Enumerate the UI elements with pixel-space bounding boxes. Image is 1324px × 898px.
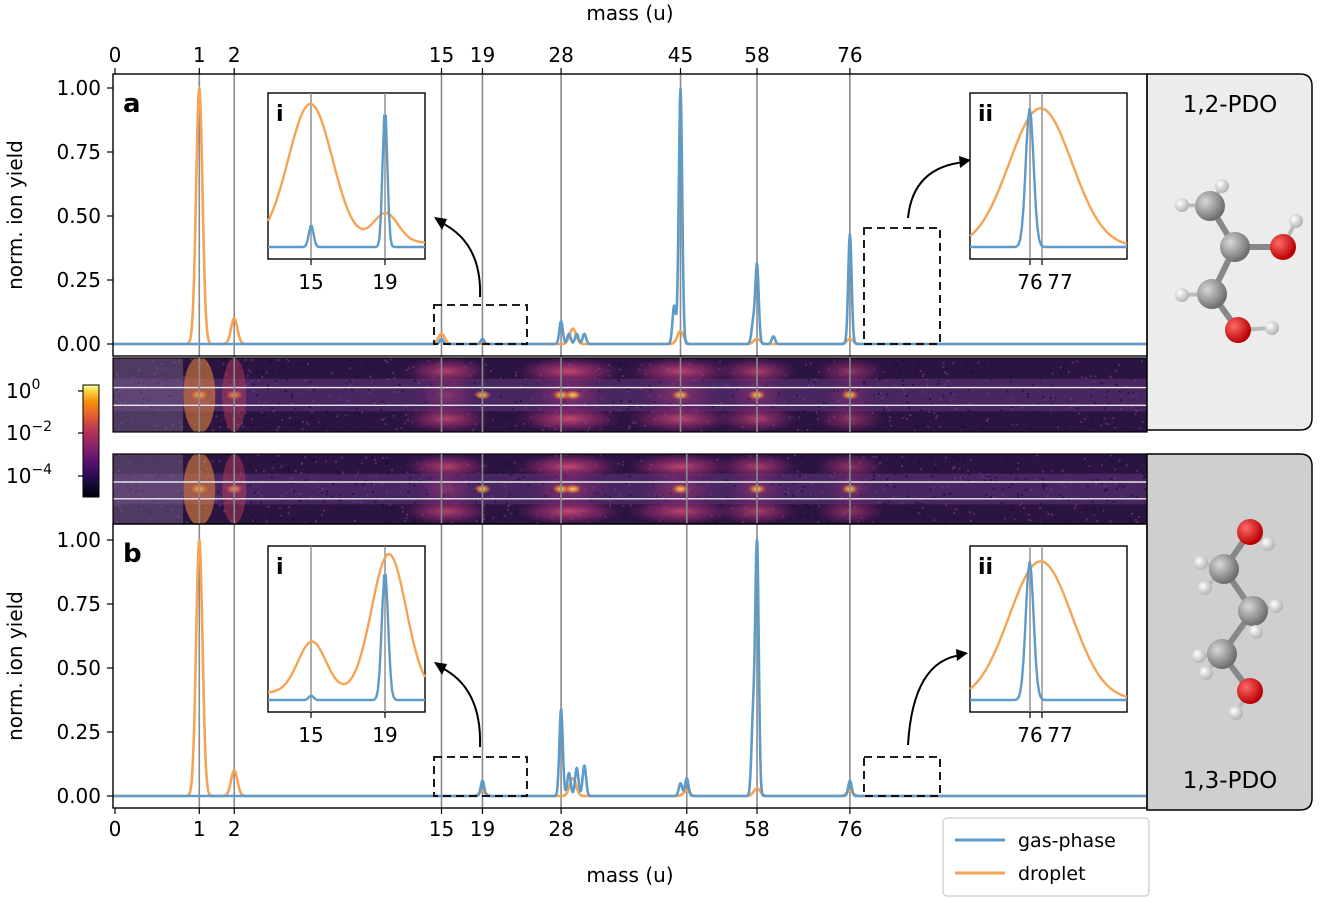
- inset-tick-label: 19: [372, 723, 397, 747]
- x-tick-label: 15: [429, 817, 454, 841]
- svg-text:i: i: [276, 102, 284, 127]
- y-tick-label: 0.25: [56, 268, 101, 292]
- y-axis-label: norm. ion yield: [3, 140, 27, 290]
- panel-label: a: [123, 89, 141, 119]
- colorbar-tick-label: 100: [6, 377, 40, 403]
- inset-ii-b: ii 76 77: [969, 545, 1128, 747]
- x-tick-label: 76: [837, 43, 862, 67]
- x-tick-label: 1: [193, 817, 206, 841]
- inset-tick-label: 15: [298, 723, 323, 747]
- legend-label-gas-phase: gas-phase: [1018, 830, 1116, 852]
- x-tick-label: 76: [837, 817, 862, 841]
- x-tick-label: 19: [470, 43, 495, 67]
- x-tick-label: 46: [674, 817, 699, 841]
- x-axis-label: mass (u): [586, 863, 673, 887]
- y-tick-label: 0.50: [56, 656, 101, 680]
- inset-tick-label: 76: [1017, 270, 1042, 294]
- y-tick-label: 0.00: [56, 332, 101, 356]
- series-gas-phase-a: [113, 87, 1147, 346]
- zoom-region-i: [433, 304, 528, 345]
- zoom-region-ii: [863, 227, 941, 345]
- x-tick-label: 19: [470, 817, 495, 841]
- x-tick-label: 15: [429, 43, 454, 67]
- svg-text:i: i: [276, 555, 284, 580]
- inset-i-b: i 15 19: [267, 545, 427, 747]
- x-tick-label: 28: [548, 817, 573, 841]
- y-tick-label: 0.25: [56, 720, 101, 744]
- inset-ii-a: ii 76 77: [969, 92, 1128, 294]
- molecule-label-b: 1,3-PDO: [1183, 768, 1278, 794]
- inset-i-a: i 15 19: [266, 92, 426, 294]
- panel-label: b: [123, 539, 142, 569]
- x-tick-label: 1: [193, 43, 206, 67]
- y-tick-label: 1.00: [56, 76, 101, 100]
- detector-images: [112, 357, 1148, 525]
- x-axis-label: mass (u): [586, 1, 673, 25]
- detector-image-0: [113, 358, 1147, 432]
- legend: gas-phase droplet: [942, 817, 1150, 897]
- molecule-panel-a: 1,2-PDO: [1146, 73, 1313, 431]
- molecule-13-pdo: [1192, 519, 1283, 720]
- x-tick-label: 45: [668, 43, 693, 67]
- molecule-panel-b: 1,3-PDO: [1146, 453, 1313, 811]
- molecule-label-a: 1,2-PDO: [1183, 92, 1278, 118]
- x-tick-label: 58: [744, 43, 769, 67]
- x-tick-label: 0: [109, 43, 122, 67]
- zoom-region-ii: [863, 756, 941, 797]
- svg-text:ii: ii: [978, 555, 993, 580]
- svg-text:ii: ii: [978, 102, 993, 127]
- series-gas-phase-b: [113, 538, 1147, 798]
- inset-tick-label: 77: [1047, 270, 1072, 294]
- y-tick-label: 0.00: [56, 784, 101, 808]
- y-axis-label: norm. ion yield: [3, 591, 27, 741]
- legend-label-droplet: droplet: [1018, 863, 1086, 885]
- x-tick-label: 28: [548, 43, 573, 67]
- x-tick-label: 2: [228, 43, 241, 67]
- x-tick-label: 0: [109, 817, 122, 841]
- inset-tick-label: 19: [372, 270, 397, 294]
- colorbar-tick-label: 10−2: [6, 419, 52, 445]
- inset-tick-label: 76: [1017, 723, 1042, 747]
- colorbar-tick-label: 10−4: [6, 462, 52, 488]
- x-tick-label: 58: [744, 817, 769, 841]
- inset-tick-label: 15: [298, 270, 323, 294]
- y-tick-label: 0.75: [56, 140, 101, 164]
- molecule-12-pdo: [1175, 179, 1303, 343]
- y-tick-label: 0.50: [56, 204, 101, 228]
- detector-image-1: [113, 454, 1147, 524]
- x-tick-label: 2: [228, 817, 241, 841]
- zoom-region-i: [433, 756, 528, 797]
- colorbar: 100 10−2 10−4: [6, 377, 100, 498]
- y-tick-label: 1.00: [56, 528, 101, 552]
- inset-tick-label: 77: [1047, 723, 1072, 747]
- y-tick-label: 0.75: [56, 592, 101, 616]
